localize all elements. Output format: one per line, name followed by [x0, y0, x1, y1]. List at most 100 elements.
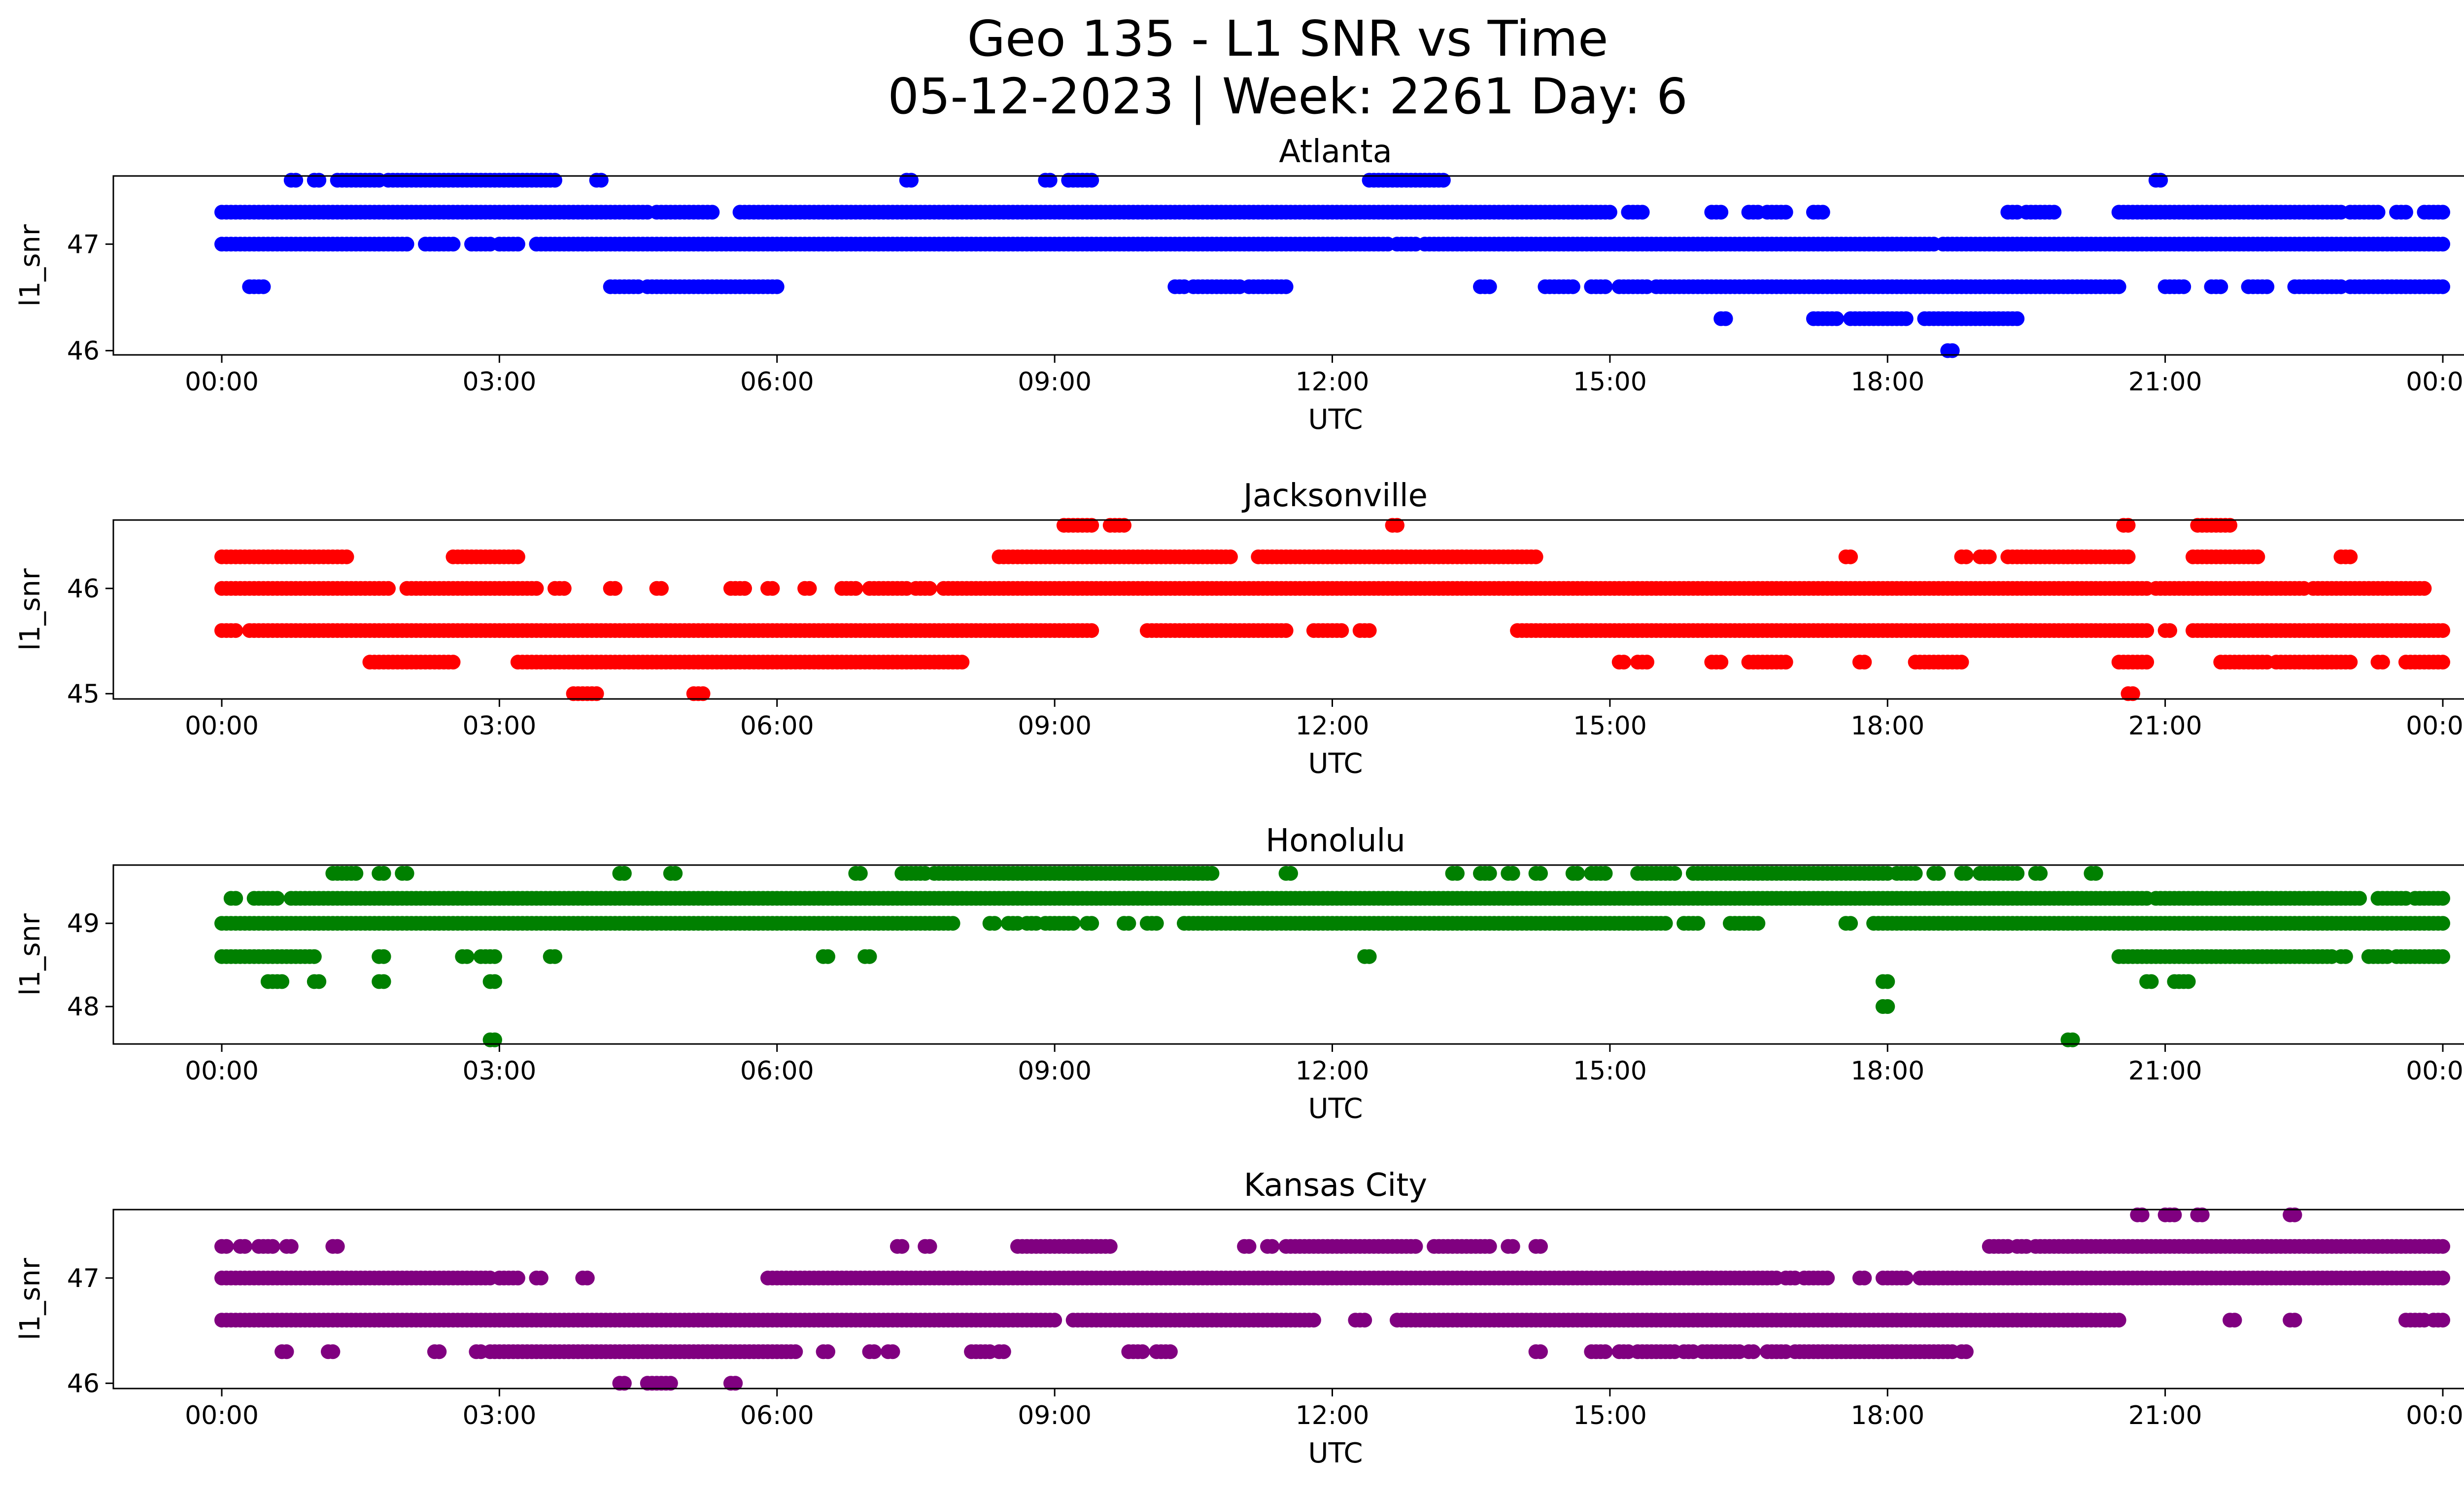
panel-title: Kansas City — [1244, 1167, 1427, 1204]
data-point — [1450, 866, 1465, 881]
data-point — [1117, 518, 1131, 533]
data-point — [348, 866, 364, 881]
data-point — [2435, 891, 2450, 906]
data-point — [2435, 916, 2450, 931]
data-point — [2287, 1313, 2302, 1328]
data-point — [459, 949, 475, 964]
data-point — [219, 1239, 234, 1254]
y-tick-label: 49 — [67, 909, 100, 939]
x-tick-label: 12:00 — [1296, 1401, 1369, 1430]
x-tick-label: 00:00 — [2406, 1056, 2464, 1086]
data-point — [2111, 1313, 2126, 1328]
data-point — [2111, 279, 2126, 294]
x-tick-label: 06:00 — [740, 711, 814, 741]
data-point — [1931, 866, 1946, 881]
data-point — [2417, 581, 2432, 596]
data-point — [1042, 173, 1058, 188]
x-tick-label: 15:00 — [1573, 1401, 1647, 1430]
y-axis-label: l1_snr — [14, 568, 46, 651]
data-point — [1713, 655, 1729, 670]
data-point — [1204, 866, 1220, 881]
y-axis-label: l1_snr — [14, 913, 46, 996]
x-tick-label: 18:00 — [1850, 711, 1924, 741]
data-point — [283, 1239, 299, 1254]
data-point — [922, 1239, 937, 1254]
data-point — [616, 1376, 632, 1391]
data-point — [1408, 1239, 1423, 1254]
data-point — [2088, 866, 2103, 881]
data-point — [487, 974, 502, 989]
data-point — [2287, 1207, 2302, 1222]
data-point — [1958, 1344, 1974, 1359]
data-point — [695, 686, 711, 701]
data-point — [589, 686, 604, 701]
data-point — [1880, 974, 1895, 989]
data-point — [2435, 623, 2450, 638]
x-tick-label: 00:00 — [185, 367, 259, 397]
x-tick-label: 21:00 — [2128, 711, 2202, 741]
data-point — [2139, 655, 2155, 670]
data-point — [1857, 655, 1872, 670]
data-point — [2435, 1270, 2450, 1286]
data-point — [1065, 916, 1081, 931]
x-axis-label: UTC — [1308, 1437, 1363, 1469]
x-tick-label: 18:00 — [1850, 367, 1924, 397]
data-point — [1533, 1239, 1548, 1254]
data-point — [376, 949, 391, 964]
x-tick-label: 15:00 — [1573, 367, 1647, 397]
x-axis-label: UTC — [1308, 748, 1363, 780]
data-point — [2125, 686, 2140, 701]
data-point — [2398, 205, 2413, 220]
data-point — [1982, 549, 1997, 564]
data-point — [663, 1376, 678, 1391]
data-point — [2065, 1032, 2080, 1047]
data-point — [288, 173, 304, 188]
data-point — [1658, 916, 1673, 931]
data-point — [1084, 916, 1099, 931]
data-point — [922, 581, 937, 596]
data-point — [885, 1344, 900, 1359]
data-point — [2162, 623, 2177, 638]
x-tick-label: 12:00 — [1296, 367, 1369, 397]
figure-title-line1: Geo 135 - L1 SNR vs Time — [967, 10, 1608, 68]
data-point — [510, 1270, 525, 1286]
data-point — [894, 1239, 910, 1254]
data-point — [228, 623, 243, 638]
data-point — [2435, 1239, 2450, 1254]
data-point — [2370, 205, 2386, 220]
x-tick-label: 21:00 — [2128, 1401, 2202, 1430]
data-point — [945, 916, 960, 931]
data-point — [2121, 549, 2136, 564]
data-point — [2144, 974, 2159, 989]
data-point — [2227, 1313, 2242, 1328]
data-point — [1690, 916, 1706, 931]
data-point — [1958, 866, 1974, 881]
x-tick-label: 06:00 — [740, 1401, 814, 1430]
data-point — [399, 237, 414, 252]
data-point — [1718, 311, 1733, 326]
data-point — [1565, 279, 1580, 294]
data-point — [2435, 279, 2450, 294]
data-point — [381, 581, 396, 596]
y-tick-label: 47 — [67, 1264, 100, 1293]
data-point — [987, 916, 1002, 931]
data-point — [1820, 1270, 1835, 1286]
data-point — [533, 1270, 548, 1286]
data-point — [1084, 623, 1099, 638]
data-point — [1241, 1239, 1257, 1254]
x-tick-label: 18:00 — [1850, 1401, 1924, 1430]
data-point — [1163, 1344, 1178, 1359]
data-point — [853, 866, 868, 881]
x-tick-label: 03:00 — [462, 711, 536, 741]
data-point — [2435, 237, 2450, 252]
data-point — [1533, 1344, 1548, 1359]
data-point — [1047, 1313, 1062, 1328]
data-point — [1570, 866, 1585, 881]
data-point — [445, 655, 461, 670]
data-point — [654, 581, 669, 596]
data-point — [1223, 549, 1238, 564]
data-point — [848, 581, 863, 596]
x-tick-label: 09:00 — [1018, 711, 1092, 741]
